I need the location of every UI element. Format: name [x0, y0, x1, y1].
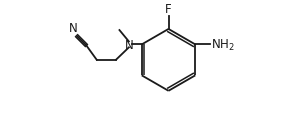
Text: N: N	[69, 22, 78, 34]
Text: F: F	[165, 3, 172, 16]
Text: NH$_2$: NH$_2$	[211, 37, 234, 53]
Text: N: N	[124, 39, 133, 52]
